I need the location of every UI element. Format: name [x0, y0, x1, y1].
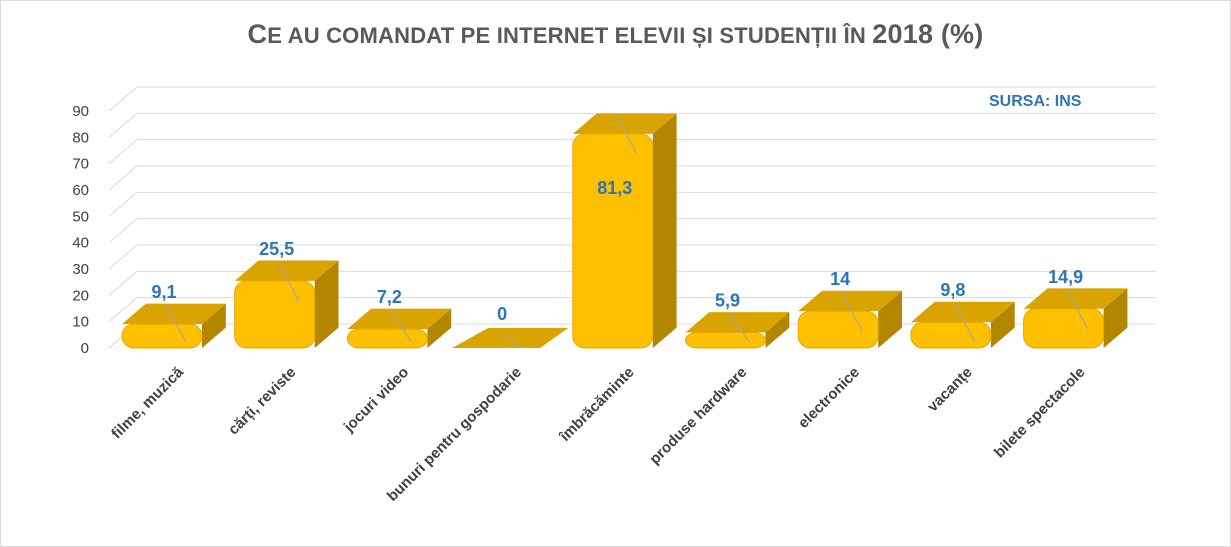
category-label: produse hardware	[646, 364, 750, 468]
y-tick-label: 0	[81, 340, 89, 357]
y-tick-label: 30	[72, 261, 89, 278]
data-label: 9,1	[151, 282, 176, 302]
category-label: jocuri video	[340, 364, 412, 436]
bar	[121, 303, 226, 349]
category-label: filme, muzică	[108, 363, 187, 442]
y-tick-label: 60	[72, 182, 89, 199]
data-label: 14	[830, 269, 850, 289]
category-label: îmbrăcăminte	[556, 364, 638, 446]
category-label: vacanțe	[924, 364, 976, 416]
data-label: 7,2	[377, 287, 402, 307]
y-tick-label: 40	[72, 235, 89, 252]
bar	[910, 301, 1015, 349]
gridline	[108, 218, 1156, 244]
chart-title-initial: C	[247, 19, 268, 49]
gridline	[108, 112, 1156, 138]
category-label: electronice	[795, 364, 863, 432]
bar	[572, 113, 677, 349]
source-note: SURSA: INS	[989, 93, 1082, 110]
data-label: 5,9	[715, 290, 740, 310]
category-label: bunuri pentru gospodarie	[384, 364, 525, 505]
gridline	[108, 165, 1156, 191]
bar	[797, 290, 902, 349]
data-label: 14,9	[1048, 267, 1083, 287]
chart-title-body: e au comandat pe internet elevii și stud…	[267, 23, 873, 48]
gridline	[108, 191, 1156, 217]
y-axis: 0 10 20 30 40 50 60 70 80 90	[72, 103, 89, 357]
data-label: 81,3	[597, 178, 632, 198]
y-tick-label: 90	[72, 103, 89, 120]
y-tick-label: 70	[72, 156, 89, 173]
chart-title: Ce au comandat pe internet elevii și stu…	[1, 19, 1230, 50]
gridline	[108, 139, 1156, 165]
y-tick-label: 80	[72, 129, 89, 146]
bar	[685, 312, 790, 349]
gridline	[108, 244, 1156, 270]
gridline	[108, 86, 1156, 112]
bar	[234, 260, 339, 349]
bar	[452, 328, 569, 349]
data-label: 25,5	[259, 239, 294, 259]
chart-title-year: 2018 (%)	[872, 19, 984, 49]
data-labels: 9,1 25,5 7,2 0 81,3 5,9 14 9,8 14,9	[151, 178, 1083, 324]
y-tick-label: 50	[72, 208, 89, 225]
gridline	[108, 270, 1156, 296]
x-axis: filme, muzică cărți, reviste jocuri videob…	[108, 363, 1088, 505]
category-label: cărți, reviste	[225, 364, 300, 439]
y-tick-label: 10	[72, 314, 89, 331]
y-tick-label: 20	[72, 287, 89, 304]
data-label: 9,8	[940, 280, 965, 300]
bar	[346, 308, 452, 349]
category-label: bilete spectacole	[991, 364, 1089, 462]
bars	[121, 113, 1128, 349]
data-label: 0	[497, 304, 507, 324]
bar	[1023, 288, 1128, 349]
